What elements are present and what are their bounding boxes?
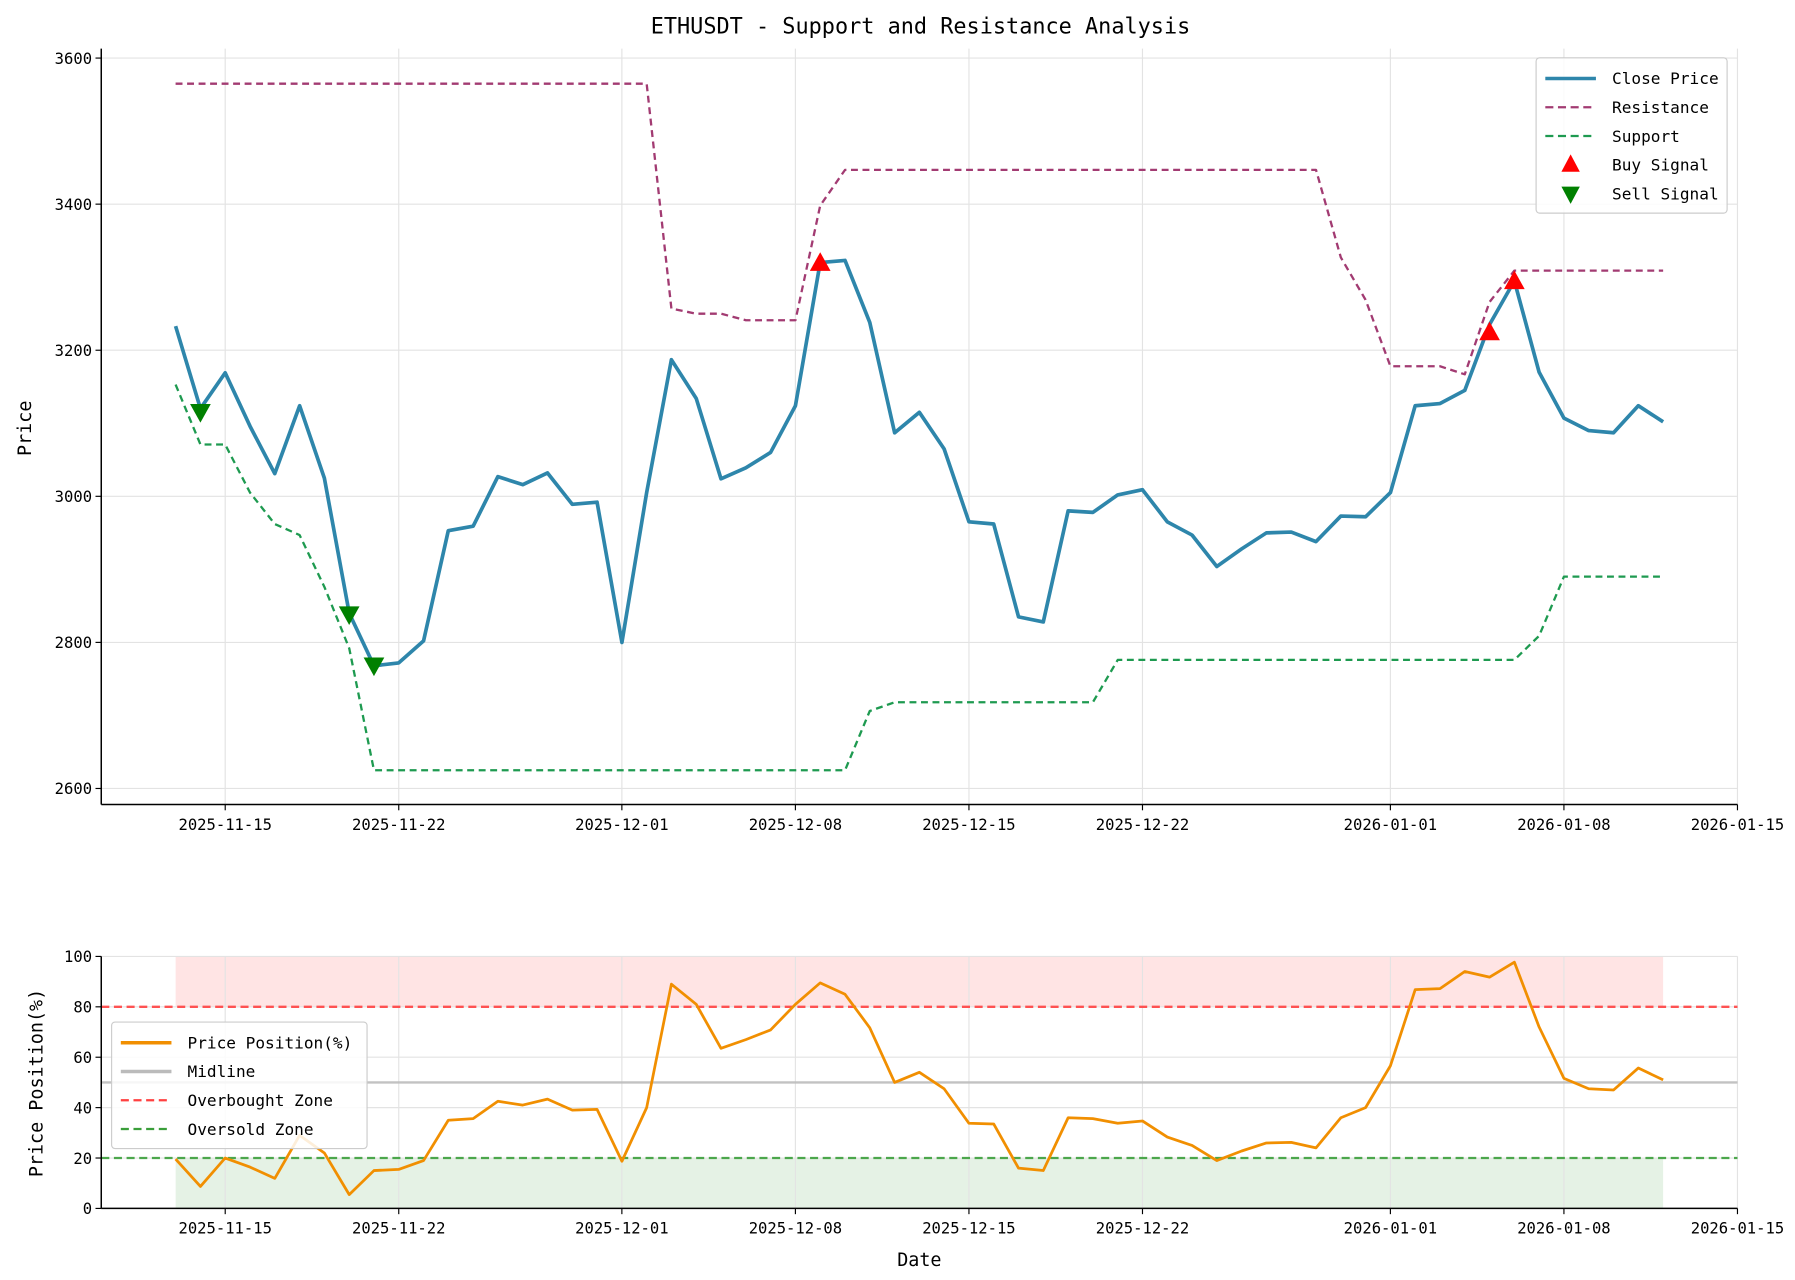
y-axis-label-position: Price Position(%): [27, 989, 48, 1177]
series-line-resistance: [175, 82, 1664, 376]
x-tick-label: 2025-12-15: [922, 816, 1015, 834]
x-tick-label: 2026-01-01: [1344, 1220, 1437, 1238]
x-tick-label: 2025-11-22: [352, 1220, 445, 1238]
y-tick-label: 2800: [55, 634, 92, 652]
y-tick-label: 20: [73, 1150, 92, 1168]
y-tick-label: 0: [83, 1200, 92, 1218]
legend-label: Price Position(%): [188, 1033, 353, 1052]
y-tick-label: 2600: [55, 780, 92, 798]
sell-signal-marker: [190, 404, 211, 423]
x-tick-label: 2025-11-15: [179, 1220, 272, 1238]
x-tick-label: 2026-01-15: [1691, 816, 1784, 834]
legend-label: Close Price: [1612, 69, 1719, 88]
zone-fill: [175, 956, 1664, 1007]
legend-label: Support: [1612, 127, 1680, 146]
x-tick-label: 2025-12-01: [575, 1220, 668, 1238]
legend-label: Sell Signal: [1612, 184, 1719, 203]
x-tick-label: 2026-01-01: [1344, 816, 1437, 834]
legend-frame: [111, 1021, 368, 1150]
x-tick-label: 2025-12-22: [1096, 1220, 1189, 1238]
y-tick-label: 80: [73, 999, 92, 1017]
y-axis-label-price: Price: [15, 401, 36, 456]
buy-signal-marker: [1503, 270, 1525, 290]
position-axes: 2025-11-15 2025-11-22 2025-12-01 2025-12-08…: [64, 948, 1784, 1238]
sell-signal-marker: [338, 606, 360, 625]
zone-fill: [175, 1158, 1664, 1209]
y-tick-label: 60: [73, 1049, 92, 1067]
y-tick-label: 3200: [55, 342, 92, 360]
legend-sell-marker: [1561, 186, 1580, 204]
x-tick-label: 2025-12-08: [749, 1220, 842, 1238]
y-tick-label: 3400: [55, 196, 92, 214]
legend: Price Position(%) Midline Overbought Zone O…: [111, 1021, 368, 1150]
y-tick-label: 40: [73, 1099, 92, 1117]
sell-signal-marker: [363, 657, 385, 677]
legend-label: Oversold Zone: [188, 1120, 314, 1139]
x-tick-label: 2025-12-22: [1096, 816, 1189, 834]
x-tick-label: 2026-01-08: [1517, 1220, 1610, 1238]
x-tick-label: 2026-01-15: [1691, 1220, 1784, 1238]
buy-signal-marker: [1479, 321, 1500, 341]
x-tick-label: 2025-11-15: [179, 816, 272, 834]
series-line-support: [174, 384, 1664, 772]
x-tick-label: 2026-01-08: [1517, 816, 1610, 834]
legend-buy-marker: [1561, 154, 1580, 172]
legend-label: Midline: [188, 1062, 256, 1081]
y-tick-label: 100: [64, 948, 92, 966]
legend-label: Overbought Zone: [188, 1091, 333, 1110]
x-axis-label-date: Date: [897, 1250, 941, 1271]
legend: Close Price Resistance Support Buy Signal Se…: [1535, 57, 1728, 214]
series-line-price-position-: [174, 960, 1664, 1196]
legend-frame: [1535, 57, 1728, 214]
legend-label: Buy Signal: [1612, 156, 1709, 175]
legend-label: Resistance: [1612, 98, 1709, 117]
series-line-close-price: [173, 258, 1665, 668]
buy-signal-marker: [809, 252, 831, 271]
chart-title: ETHUSDT - Support and Resistance Analysi…: [651, 15, 1191, 40]
price-axes: 2025-11-15 2025-11-22 2025-12-01 2025-12-08…: [55, 48, 1784, 834]
x-tick-label: 2025-12-08: [749, 816, 842, 834]
y-tick-label: 3600: [55, 50, 92, 68]
x-tick-label: 2025-11-22: [352, 816, 445, 834]
x-tick-label: 2025-12-15: [922, 1220, 1015, 1238]
x-tick-label: 2025-12-01: [575, 816, 668, 834]
y-tick-label: 3000: [55, 488, 92, 506]
